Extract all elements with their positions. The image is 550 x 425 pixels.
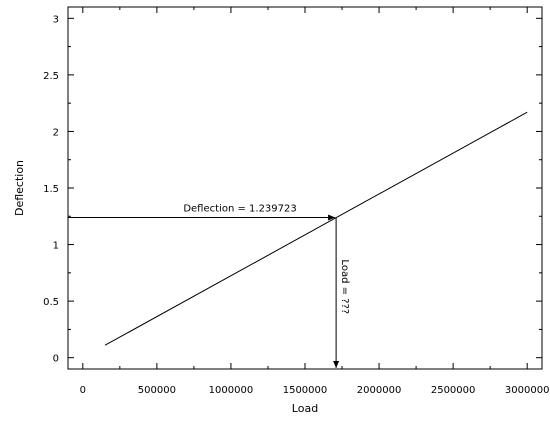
y-tick-label: 0 [53,354,59,365]
x-tick-label: 0 [80,385,86,396]
y-tick-label: 1 [53,241,59,252]
deflection-annotation-label: Deflection = 1.239723 [183,203,296,214]
x-tick-label: 3000000 [505,385,550,396]
x-tick-label: 1500000 [283,385,328,396]
series-line [104,111,528,346]
x-tick-label: 1000000 [209,385,254,396]
annotation-group: Deflection = 1.239723 Load = ??? [68,203,350,368]
y-tick-label: 1.5 [43,184,59,195]
y-tick-label: 0.5 [43,297,59,308]
x-tick-label: 2500000 [431,385,476,396]
plot-frame [67,6,543,370]
load-annotation-label: Load = ??? [339,259,350,314]
x-axis-ticks: 0 500000 1000000 1500000 2000000 2500000 30000… [80,7,550,396]
y-tick-label: 2 [53,127,59,138]
series-group [104,111,528,346]
x-tick-label: 500000 [138,385,176,396]
x-tick-label: 2000000 [357,385,402,396]
y-axis-ticks: 0 0.5 1 1.5 2 2.5 3 [43,14,542,365]
y-axis-title: Deflection [13,160,26,216]
y-tick-label: 3 [53,14,59,25]
y-tick-label: 2.5 [43,71,59,82]
x-axis-title: Load [292,402,318,415]
